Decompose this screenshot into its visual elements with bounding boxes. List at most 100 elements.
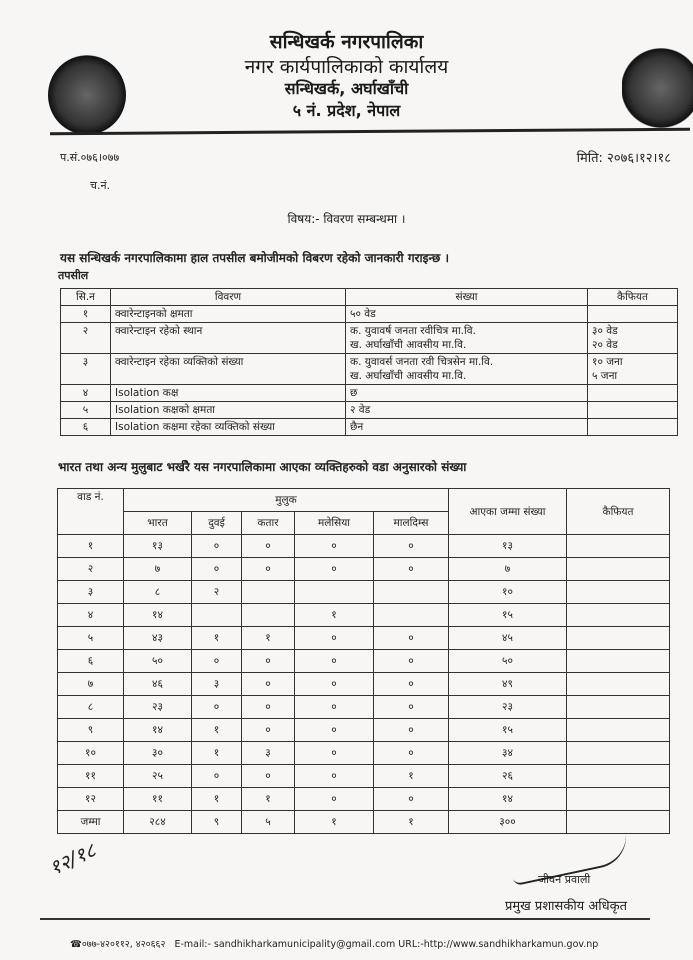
cell: ० bbox=[241, 557, 295, 581]
cell: १ bbox=[191, 626, 242, 650]
cell: ० bbox=[191, 764, 242, 788]
cell: १५ bbox=[448, 718, 567, 742]
table-row: ९ १४ १ ० ० ० १५ bbox=[57, 718, 670, 742]
table-row: ८ २३ ० ० ० ० २३ bbox=[57, 695, 670, 719]
cell: ७ bbox=[448, 557, 567, 581]
table-row: ४ Isolation कक्ष छ bbox=[60, 384, 678, 402]
col-country: मलेसिया bbox=[294, 511, 374, 535]
table2-title: भारत तथा अन्य मुलुबाट भर्खरै यस नगरपालिक… bbox=[58, 460, 467, 474]
cell: जम्मा bbox=[57, 810, 124, 834]
cell: १ bbox=[191, 787, 242, 811]
letter-date: मिति: २०७६।१२।१८ bbox=[576, 151, 671, 166]
cell-count: क. युवावर्स जनता रवी चित्रसेन मा.वि. ख. अ… bbox=[345, 353, 588, 385]
table-row: १ १३ ० ० ० ० १३ bbox=[57, 534, 670, 558]
cell-remarks bbox=[566, 649, 670, 673]
cell: ३ bbox=[57, 580, 124, 604]
count-line: छ bbox=[350, 387, 358, 399]
footer-url: URL:-http://www.sandhikharkamun.gov.np bbox=[398, 939, 599, 950]
cell: २८४ bbox=[123, 810, 192, 834]
col-ward: वाड नं. bbox=[57, 488, 124, 535]
cell: १ bbox=[241, 787, 295, 811]
cell-remarks bbox=[566, 580, 670, 604]
cell-remarks bbox=[587, 384, 678, 402]
table-row: १० ३० १ ३ ० ० ३४ bbox=[57, 741, 670, 765]
intro-text: यस सन्धिखर्क नगरपालिकामा हाल तपसील बमोजी… bbox=[60, 251, 450, 265]
remark-line: २० वेड bbox=[592, 339, 618, 351]
signatory-title: प्रमुख प्रशासकीय अधिकृत bbox=[505, 899, 628, 914]
cell: ० bbox=[373, 741, 449, 765]
cell: २ bbox=[191, 580, 242, 604]
cell: ११ bbox=[123, 787, 192, 811]
cell: ६ bbox=[57, 649, 124, 673]
cell: ० bbox=[294, 787, 374, 811]
table-row: ३ ८ २ १० bbox=[57, 580, 670, 604]
cell-remarks bbox=[587, 305, 678, 323]
col-country: मालदिम्स bbox=[373, 511, 449, 535]
table-row: १२ ११ १ १ ० ० १४ bbox=[57, 787, 670, 811]
cell: १ bbox=[294, 603, 374, 627]
cell: ४९ bbox=[448, 672, 567, 696]
cell-desc: Isolation कक्षको क्षमता bbox=[110, 401, 346, 419]
subject: विषय:- विवरण सम्बन्धमा । bbox=[287, 212, 406, 226]
cell: १४ bbox=[123, 718, 192, 742]
total-row: जम्मा २८४ ९ ५ १ १ ३०० bbox=[57, 810, 670, 834]
cell: १ bbox=[241, 626, 295, 650]
footer-divider bbox=[40, 918, 650, 920]
cell-remarks: १० जना ५ जना bbox=[587, 353, 678, 385]
cell: ० bbox=[373, 718, 449, 742]
cell-count: क. युवावर्ष जनता रवीचित्र मा.वि. ख. अर्घा… bbox=[345, 322, 588, 354]
col-total: आएका जम्मा संख्या bbox=[448, 488, 567, 535]
cell bbox=[241, 580, 295, 604]
table-row: ४ १४ १ १५ bbox=[57, 603, 670, 627]
initials-signature: १२/१८ bbox=[45, 837, 100, 881]
cell-remarks bbox=[566, 764, 670, 788]
footer-email: E-mail:- sandhikharkamunicipality@gmail.… bbox=[174, 939, 396, 950]
cell: ० bbox=[373, 534, 449, 558]
cell: ३४ bbox=[448, 741, 567, 765]
table-row: ६ Isolation कक्षमा रहेका व्यक्तिको संख्या… bbox=[60, 418, 678, 436]
cell: ० bbox=[294, 649, 374, 673]
cell: ० bbox=[294, 764, 374, 788]
cell: ३०० bbox=[448, 810, 567, 834]
cell: १ bbox=[191, 741, 242, 765]
cell: ० bbox=[241, 695, 295, 719]
cell: १ bbox=[294, 810, 374, 834]
cell-count: ५० वेड bbox=[345, 305, 588, 323]
table-row: ३ क्वारेन्टाइन रहेका व्यक्तिको संख्या क. य… bbox=[60, 353, 678, 385]
cell: ४३ bbox=[123, 626, 192, 650]
cell-remarks bbox=[566, 534, 670, 558]
cell bbox=[373, 603, 449, 627]
cell: ४ bbox=[57, 603, 124, 627]
cell-desc: Isolation कक्षमा रहेका व्यक्तिको संख्या bbox=[110, 418, 346, 436]
table-row: १ क्वारेन्टाइनको क्षमता ५० वेड bbox=[60, 305, 678, 323]
cell-sn: ४ bbox=[60, 384, 111, 402]
dispatch-number: च.नं. bbox=[90, 179, 111, 192]
header-divider bbox=[49, 127, 691, 136]
cell: ० bbox=[373, 695, 449, 719]
table-row: ५ Isolation कक्षको क्षमता २ वेड bbox=[60, 401, 678, 419]
cell: १० bbox=[57, 741, 124, 765]
cell: २५ bbox=[123, 764, 192, 788]
cell-remarks bbox=[566, 787, 670, 811]
cell-sn: ३ bbox=[60, 353, 111, 385]
letterhead-line3: सन्धिखर्क, अर्घाखाँची bbox=[284, 79, 409, 98]
cell: २३ bbox=[123, 695, 192, 719]
cell-remarks bbox=[566, 695, 670, 719]
cell: ० bbox=[294, 626, 374, 650]
cell-remarks bbox=[566, 741, 670, 765]
cell: १४ bbox=[123, 603, 192, 627]
letterhead-line2: नगर कार्यपालिकाको कार्यालय bbox=[244, 56, 449, 78]
cell: ८ bbox=[57, 695, 124, 719]
cell-remarks bbox=[587, 418, 678, 436]
cell bbox=[294, 580, 374, 604]
cell bbox=[191, 603, 242, 627]
count-line: ख. अर्घाखाँची आवसीय मा.वि. bbox=[350, 370, 467, 382]
cell: १२ bbox=[57, 787, 124, 811]
cell: ० bbox=[294, 695, 374, 719]
cell-count: छ bbox=[345, 384, 588, 402]
remark-line: ५ जना bbox=[592, 370, 618, 382]
cell-sn: १ bbox=[60, 305, 111, 323]
cell: ० bbox=[241, 534, 295, 558]
cell bbox=[373, 580, 449, 604]
table-row: २ क्वारेन्टाइन रहेको स्थान क. युवावर्ष जनत… bbox=[60, 322, 678, 354]
